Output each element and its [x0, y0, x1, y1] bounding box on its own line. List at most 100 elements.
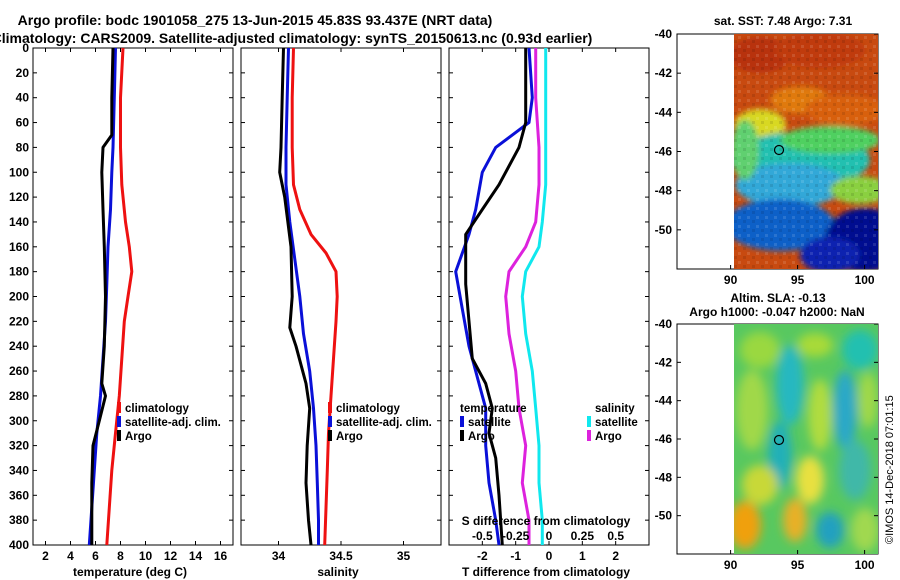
- map-lat-label: -48: [655, 184, 673, 198]
- map-lat-label: -50: [655, 509, 673, 523]
- legend-label-t-satellite: satellite: [468, 417, 511, 429]
- depth-tick-label: 380: [9, 513, 29, 527]
- map-lat-label: -40: [655, 317, 673, 331]
- xtick-label: 16: [214, 549, 228, 563]
- depth-tick-label: 0: [22, 41, 29, 55]
- legend-title-temperature: temperature: [460, 403, 526, 415]
- map-lat-label: -44: [655, 105, 673, 119]
- salinity-legend: climatology satellite-adj. clim. Argo: [328, 402, 432, 443]
- legend-label-climatology: climatology: [125, 403, 190, 415]
- legend-label-s-satellite: satellite: [595, 417, 638, 429]
- legend-swatch-s-satellite: [587, 416, 591, 427]
- legend-swatch-s-argo: [587, 430, 591, 441]
- difference-xlabel: T difference from climatology: [462, 565, 630, 579]
- depth-tick-label: 180: [9, 265, 29, 279]
- legend-swatch-argo: [328, 430, 332, 441]
- depth-tick-label: 80: [16, 140, 30, 154]
- map-lon-label: 95: [791, 273, 805, 287]
- xtick-label: 0: [546, 549, 553, 563]
- series-line-s-argo: [504, 48, 541, 545]
- sst-map-title: sat. SST: 7.48 Argo: 7.31: [714, 14, 853, 28]
- depth-tick-label: 100: [9, 165, 29, 179]
- xtick-label: 1: [579, 549, 586, 563]
- s-diff-tick-label: 0.5: [607, 529, 624, 543]
- depth-tick-label: 360: [9, 488, 29, 502]
- series-line-satellite-adj-clim-: [284, 47, 320, 545]
- xtick-label: 34.5: [329, 549, 353, 563]
- xtick-label: -1: [510, 549, 521, 563]
- legend-label-s-argo: Argo: [595, 431, 622, 443]
- depth-tick-label: 320: [9, 439, 29, 453]
- title-line-2: Climatology: CARS2009. Satellite-adjuste…: [0, 30, 592, 46]
- xtick-label: 4: [67, 549, 74, 563]
- legend-swatch-satellite: [117, 416, 121, 427]
- xtick-label: 14: [189, 549, 203, 563]
- depth-tick-label: 300: [9, 414, 29, 428]
- argo-position-marker: [773, 434, 785, 446]
- depth-tick-label: 240: [9, 339, 29, 353]
- series-line-argo: [90, 47, 115, 545]
- legend-swatch-climatology: [328, 402, 332, 413]
- depth-tick-label: 120: [9, 190, 29, 204]
- temperature-panel: 0 20 40 60 80 100 120 140 160 180 200 220 240 260 280 3…: [9, 41, 234, 579]
- legend-title-salinity: salinity: [595, 403, 635, 415]
- legend-label-satellite: satellite-adj. clim.: [336, 417, 432, 429]
- s-diff-tick-label: -0.25: [502, 529, 530, 543]
- sla-map-title-1: Altim. SLA: -0.13: [730, 291, 826, 305]
- map-lat-label: -44: [655, 394, 673, 408]
- temperature-xlabel: temperature (deg C): [73, 565, 187, 579]
- sst-map-panel: sat. SST: 7.48 Argo: 7.31 -40-4: [655, 14, 879, 287]
- title-line-1: Argo profile: bodc 1901058_275 13-Jun-20…: [18, 12, 493, 28]
- legend-label-argo: Argo: [336, 431, 363, 443]
- temperature-axes: [32, 47, 234, 546]
- sst-heatmap: [734, 34, 878, 269]
- difference-axes: [448, 47, 650, 546]
- s-diff-tick-label: -0.5: [472, 529, 493, 543]
- depth-tick-label: 200: [9, 290, 29, 304]
- argo-position-marker: [773, 144, 785, 156]
- legend-label-argo: Argo: [125, 431, 152, 443]
- map-lat-label: -46: [655, 145, 673, 159]
- xtick-label: 2: [612, 549, 619, 563]
- depth-tick-label: 140: [9, 215, 29, 229]
- depth-tick-label: 40: [16, 91, 30, 105]
- depth-tick-label: 60: [16, 116, 30, 130]
- salinity-xlabel: salinity: [317, 565, 359, 579]
- series-line-s-satellite: [520, 48, 548, 545]
- s-diff-tick-label: 0: [546, 529, 553, 543]
- depth-tick-label: 20: [16, 66, 30, 80]
- legend-swatch-argo: [117, 430, 121, 441]
- salinity-panel: 34 34.5 35 salinity climatology satellite-…: [240, 47, 442, 579]
- depth-tick-label: 220: [9, 314, 29, 328]
- series-line-t-argo: [464, 48, 528, 546]
- xtick-label: 2: [42, 549, 49, 563]
- s-diff-tick-label: 0.25: [571, 529, 595, 543]
- map-lat-label: -42: [655, 66, 673, 80]
- xtick-label: 12: [164, 549, 178, 563]
- map-lon-label: 90: [724, 273, 738, 287]
- legend-swatch-t-argo: [460, 430, 464, 441]
- legend-swatch-satellite: [328, 416, 332, 427]
- s-difference-label: S difference from climatology: [462, 514, 631, 528]
- legend-label-satellite: satellite-adj. clim.: [125, 417, 221, 429]
- series-line-t-satellite: [454, 47, 534, 546]
- map-lon-label: 100: [855, 273, 875, 287]
- legend-label-t-argo: Argo: [468, 431, 495, 443]
- legend-label-climatology: climatology: [336, 403, 401, 415]
- difference-legend: temperature satellite Argo salinity sate…: [460, 403, 638, 443]
- series-line-climatology: [290, 47, 339, 546]
- map-lon-label: 95: [791, 558, 805, 572]
- xtick-label: 10: [139, 549, 153, 563]
- depth-tick-label: 340: [9, 463, 29, 477]
- imos-footer: ©IMOS 14-Dec-2018 07:01:15: [884, 395, 896, 544]
- map-lat-label: -46: [655, 432, 673, 446]
- xtick-label: 8: [117, 549, 124, 563]
- legend-swatch-t-satellite: [460, 416, 464, 427]
- map-lat-label: -42: [655, 355, 673, 369]
- sla-map-panel: Altim. SLA: -0.13 Argo h1000: -0.047 h20…: [655, 291, 879, 572]
- difference-panel: -2 -1 0 1 2 T difference from climatology S …: [448, 47, 650, 579]
- xtick-label: 35: [397, 549, 411, 563]
- depth-tick-label: 160: [9, 240, 29, 254]
- map-lat-label: -50: [655, 223, 673, 237]
